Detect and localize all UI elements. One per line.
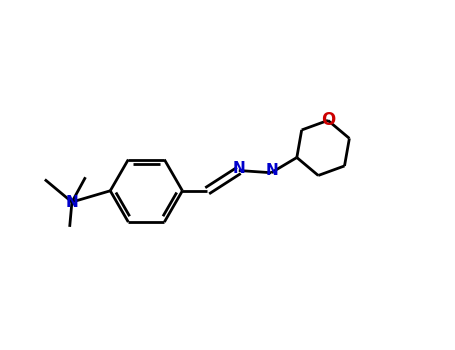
Text: O: O [321,111,335,128]
Text: N: N [266,163,278,178]
Text: N: N [66,195,78,210]
Text: N: N [233,161,245,176]
